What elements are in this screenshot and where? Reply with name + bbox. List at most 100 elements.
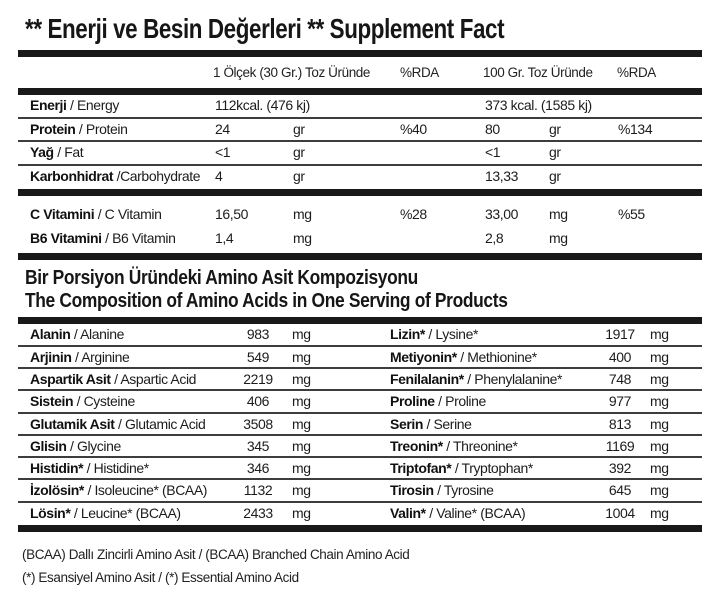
amino-name-en: / Valine* (BCAA) (425, 504, 526, 521)
amino-name-tr: Histidin* (30, 460, 84, 477)
amino-acid-label: Triptofan* / Tryptophan* (390, 458, 533, 478)
value-per-100g: 373 kcal. (1585 kj) (485, 97, 592, 113)
amino-acid-label: Proline / Proline (390, 391, 486, 411)
amino-name-tr: Aspartik Asit (30, 370, 111, 387)
amino-acid-unit: mg (292, 415, 311, 432)
rda-per-serving: %28 (400, 206, 427, 223)
nutrient-label: Protein / Protein (30, 119, 128, 141)
amino-acid-unit: mg (292, 460, 311, 477)
amino-acid-unit: mg (650, 482, 669, 499)
amino-acid-unit: mg (650, 393, 669, 410)
amino-acid-row: Glisin / Glycine 345 mg (18, 436, 388, 459)
amino-acid-unit: mg (292, 504, 311, 521)
amino-name-en: / Threonine* (442, 437, 518, 454)
amino-acid-unit: mg (650, 348, 669, 365)
amino-acid-value: 392 (608, 460, 632, 477)
amino-column-right: Lizin* / Lysine* 1917 mg Metiyonin* / Me… (388, 324, 702, 525)
thick-divider-bar (18, 88, 702, 95)
thick-divider-bar (18, 317, 702, 325)
vitamin-name-tr: B6 Vitamini (30, 230, 102, 247)
amino-acid-value: 748 (608, 370, 632, 387)
amino-name-en: / Aspartic Acid (110, 370, 197, 387)
amino-name-tr: Serin (390, 415, 424, 432)
vitamin-name-en: / B6 Vitamin (101, 230, 176, 247)
amino-acid-row: Triptofan* / Tryptophan* 392 mg (388, 458, 702, 481)
vitamin-name-en: / C Vitamin (94, 206, 162, 223)
thick-divider-bar (18, 253, 702, 261)
amino-acid-unit: mg (650, 504, 669, 521)
nutrient-row: Karbonhidrat /Carbohydrate 4 gr 13,33 gr (18, 166, 702, 190)
amino-name-tr: Lösin* (30, 504, 71, 521)
amino-acid-row: İzolösin* / Isoleucine* (BCAA) 1132 mg (18, 480, 388, 503)
header-rda-serving: %RDA (400, 65, 439, 80)
amino-name-tr: Glutamik Asit (30, 415, 115, 432)
amino-name-tr: Alanin (30, 326, 71, 343)
amino-acid-value: 400 (608, 348, 632, 365)
amino-acid-row: Treonin* / Threonine* 1169 mg (388, 436, 702, 459)
amino-name-tr: Glisin (30, 437, 67, 454)
amino-acid-label: Glisin / Glycine (30, 436, 121, 456)
vitamin-label: C Vitamini / C Vitamin (30, 202, 162, 226)
amino-name-tr: Arjinin (30, 348, 72, 365)
amino-acid-unit: mg (650, 460, 669, 477)
amino-acid-value: 813 (608, 415, 632, 432)
amino-acid-value: 549 (246, 348, 270, 365)
amino-name-en: / Glutamic Acid (114, 415, 206, 432)
amino-acid-table: Alanin / Alanine 983 mg Arjinin / Argini… (18, 324, 702, 525)
value-per-100g: 33,00 (485, 206, 519, 223)
value-per-serving: 112kcal. (476 kj) (215, 97, 310, 113)
amino-acid-label: İzolösin* / Isoleucine* (BCAA) (30, 480, 207, 500)
amino-section-title: Bir Porsiyon Üründeki Amino Asit Kompozi… (18, 260, 702, 317)
header-per-serving: 1 Ölçek (30 Gr.) Toz Üründe (213, 65, 371, 80)
label-content: 1 Ölçek (30 Gr.) Toz Üründe %RDA 100 Gr.… (18, 50, 702, 589)
unit-per-serving: gr (293, 167, 305, 184)
nutrient-name-en: / Fat (53, 144, 84, 161)
amino-acid-row: Alanin / Alanine 983 mg (18, 324, 388, 347)
nutrient-name-en: /Carbohydrate (113, 167, 201, 184)
amino-acid-unit: mg (292, 393, 311, 410)
vitamin-row: C Vitamini / C Vitamin 16,50 mg %28 33,0… (18, 202, 702, 226)
footnote-bcaa: (BCAA) Dallı Zincirli Amino Asit / (BCAA… (22, 547, 410, 563)
vitamin-name-tr: C Vitamini (30, 206, 95, 223)
amino-name-en: / Cysteine (73, 393, 136, 410)
amino-name-en: / Phenylalanine* (463, 370, 563, 387)
amino-acid-unit: mg (650, 326, 669, 343)
amino-acid-label: Histidin* / Histidine* (30, 458, 149, 478)
amino-acid-label: Treonin* / Threonine* (390, 436, 518, 456)
amino-name-en: / Histidine* (83, 460, 150, 477)
amino-acid-unit: mg (292, 482, 311, 499)
nutrient-label: Yağ / Fat (30, 142, 84, 164)
amino-name-tr: Treonin* (390, 437, 443, 454)
thick-divider-bar (18, 525, 702, 533)
amino-acid-value: 977 (608, 393, 632, 410)
unit-per-serving: mg (293, 206, 312, 223)
amino-acid-value: 2219 (243, 370, 273, 387)
nutrient-label: Karbonhidrat /Carbohydrate (30, 166, 201, 188)
column-header-row: 1 Ölçek (30 Gr.) Toz Üründe %RDA 100 Gr.… (18, 57, 702, 88)
amino-acid-label: Tirosin / Tyrosine (390, 480, 494, 500)
amino-name-tr: Sistein (30, 393, 74, 410)
amino-acid-label: Valin* / Valine* (BCAA) (390, 503, 526, 523)
unit-per-100g: gr (549, 120, 561, 137)
amino-acid-label: Fenilalanin* / Phenylalanine* (390, 369, 562, 389)
thick-divider-bar (18, 50, 702, 57)
amino-acid-row: Lizin* / Lysine* 1917 mg (388, 324, 702, 347)
amino-name-en: / Lysine* (424, 326, 479, 343)
unit-per-100g: mg (549, 206, 568, 223)
value-per-serving: 24 (215, 120, 230, 137)
amino-acid-row: Arjinin / Arginine 549 mg (18, 347, 388, 369)
amino-acid-row: Proline / Proline 977 mg (388, 391, 702, 414)
amino-acid-row: Glutamik Asit / Glutamic Acid 3508 mg (18, 414, 388, 436)
amino-acid-row: Aspartik Asit / Aspartic Acid 2219 mg (18, 369, 388, 392)
amino-acid-label: Sistein / Cysteine (30, 391, 135, 411)
value-per-serving: 4 (215, 167, 223, 184)
header-rda-100g: %RDA (617, 65, 656, 80)
amino-name-en: / Leucine* (BCAA) (70, 504, 181, 521)
vitamin-table: C Vitamini / C Vitamin 16,50 mg %28 33,0… (18, 196, 702, 253)
amino-name-tr: İzolösin* (30, 482, 84, 499)
nutrient-name-tr: Enerji (30, 97, 67, 113)
amino-acid-label: Metiyonin* / Methionine* (390, 347, 537, 367)
unit-per-serving: mg (293, 230, 312, 247)
unit-per-100g: gr (549, 144, 561, 161)
rda-per-serving: %40 (400, 120, 427, 137)
